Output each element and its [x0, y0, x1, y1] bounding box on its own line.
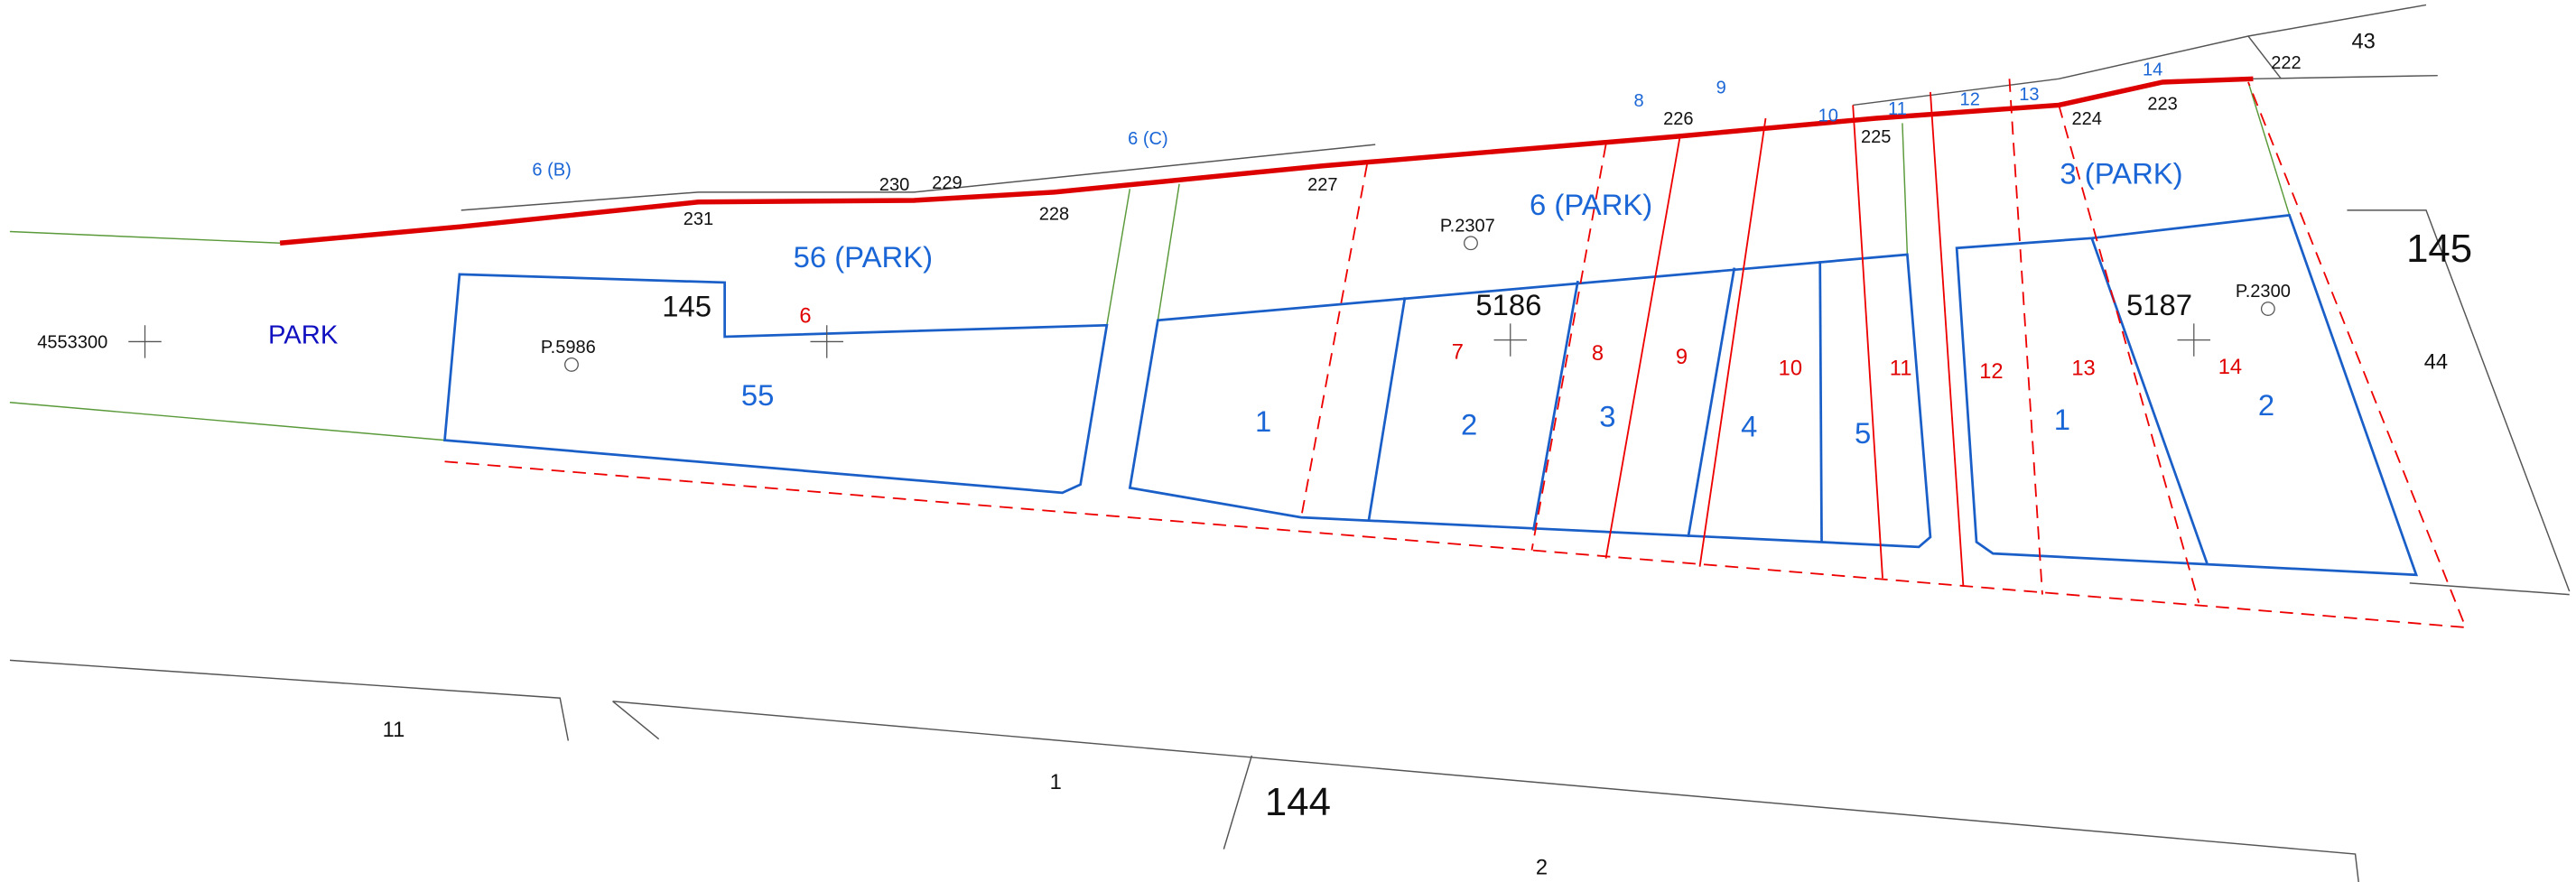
label: 14	[2143, 60, 2162, 80]
markers	[128, 236, 2275, 372]
block-number: 145	[2406, 227, 2472, 271]
green-lines	[9, 81, 2291, 441]
lot-number: 9	[1676, 346, 1688, 369]
point-label: P.2300	[2236, 282, 2291, 302]
label: 8	[1633, 91, 1643, 111]
lot-number: 6	[799, 304, 811, 328]
lot-number: 3	[1599, 400, 1615, 433]
parcel-number: 55	[741, 378, 775, 412]
label: 11	[1888, 99, 1907, 119]
point-number: 230	[879, 175, 909, 195]
point-number: 225	[1861, 127, 1891, 147]
parcel-number: 44	[2424, 350, 2448, 374]
labels: 43 222 224 223 225 226 227 228 230 229 2…	[37, 31, 2472, 880]
label: 6 (C)	[1128, 129, 1168, 149]
parcel-name: 3 (PARK)	[2060, 156, 2182, 190]
lot-number: 13	[2071, 357, 2095, 381]
lot-number: 1	[1255, 404, 1271, 438]
point-number: 231	[684, 209, 713, 229]
point-number: 223	[2147, 95, 2177, 115]
lot-number: 2	[2258, 388, 2274, 422]
lot-number: 10	[1779, 357, 1802, 381]
lot-number: 5	[1855, 416, 1871, 450]
parcel-number: 5187	[2126, 288, 2192, 321]
lot-number: 8	[1592, 342, 1604, 366]
label: 13	[2019, 85, 2039, 105]
point-number: 226	[1663, 109, 1693, 129]
lot-number: 2	[1461, 408, 1477, 441]
parcel-name: 56 (PARK)	[794, 240, 933, 274]
point-number: 222	[2271, 53, 2301, 73]
label: 12	[1960, 89, 1980, 109]
parcel-number: 5186	[1475, 288, 1541, 321]
lot-number: 4	[1741, 410, 1757, 443]
coordinate: 4553300	[37, 333, 107, 353]
label: 9	[1716, 79, 1726, 98]
label: 43	[2351, 31, 2375, 54]
lot-number: 14	[2218, 356, 2242, 379]
red-lines	[1604, 91, 1965, 587]
boundary-lines	[9, 4, 2571, 882]
parcel-number: 145	[662, 290, 711, 323]
lot-number: 11	[1890, 357, 1912, 381]
parcel-number: 11	[383, 719, 405, 742]
point-number: 227	[1307, 175, 1337, 195]
point-label: P.5986	[541, 338, 596, 357]
red-dashed-lines	[444, 79, 2468, 629]
parcel-name: 6 (PARK)	[1530, 188, 1652, 221]
point-number: 224	[2071, 109, 2101, 129]
point-number: 228	[1039, 205, 1069, 225]
lot-number: 12	[1979, 360, 2003, 384]
label: 6 (B)	[532, 161, 571, 181]
point-label: P.2307	[1440, 216, 1495, 236]
point-number: 229	[932, 173, 962, 193]
lot-number: 1	[2054, 403, 2070, 436]
linework	[9, 4, 2571, 882]
lot-number: 7	[1452, 340, 1464, 364]
red-boundary	[279, 76, 2254, 246]
block-number: 144	[1265, 780, 1331, 824]
parcel-number: 1	[1050, 771, 1062, 794]
parcel-number: 2	[1536, 857, 1548, 880]
parcel-name: PARK	[268, 321, 339, 350]
label: 10	[1818, 106, 1838, 125]
